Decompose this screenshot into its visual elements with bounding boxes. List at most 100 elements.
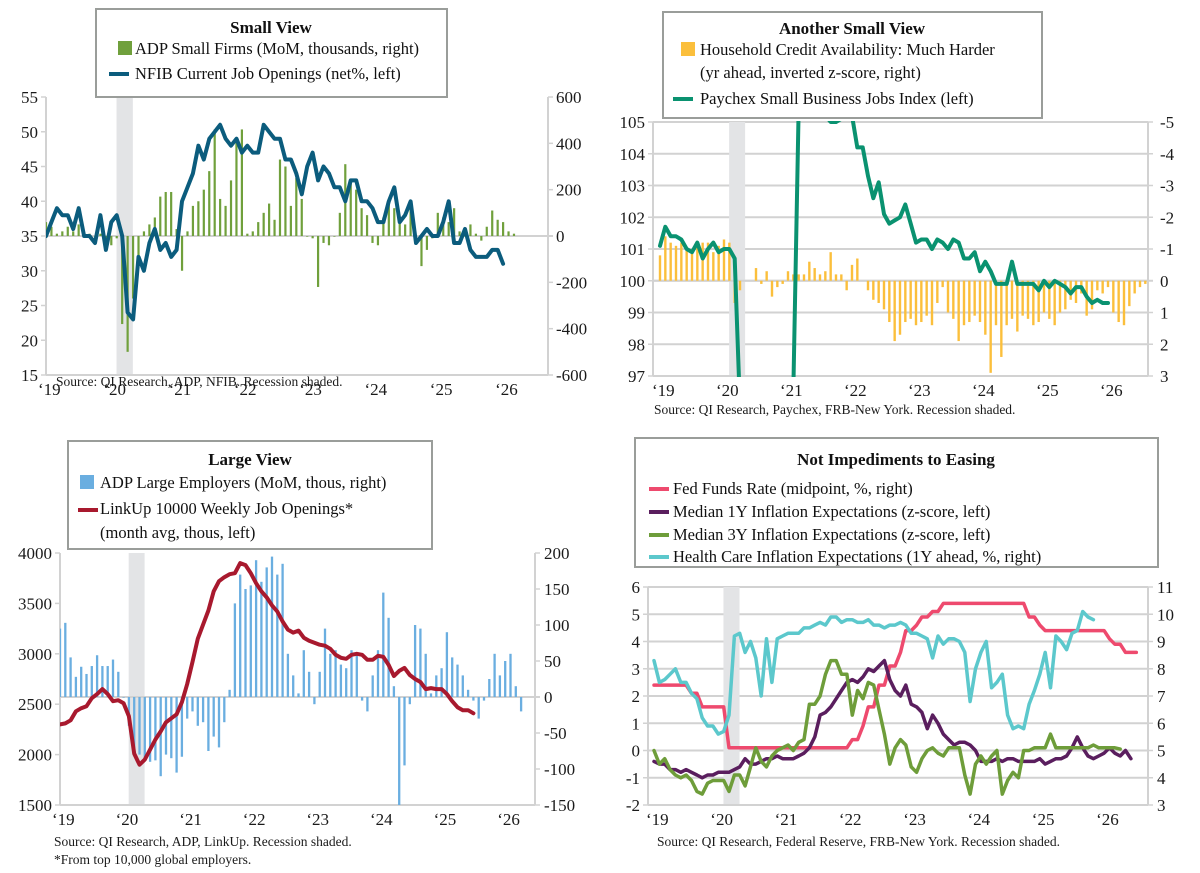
right-tick-label: -200 — [556, 273, 587, 292]
x-tick-label: ‘19 — [652, 381, 675, 400]
x-tick-label: ‘21 — [169, 380, 192, 399]
x-tick-label: ‘19 — [38, 380, 61, 399]
bar — [207, 697, 210, 751]
bar — [170, 697, 173, 759]
bar — [882, 280, 886, 310]
bar — [350, 650, 353, 697]
bar — [802, 274, 806, 281]
bar — [382, 592, 385, 697]
legend-large-view: Large View ADP Large Employers (MoM, tho… — [67, 440, 433, 550]
right-tick-label: 8 — [1157, 660, 1166, 679]
left-tick-label: 2000 — [18, 746, 52, 765]
left-tick-label: 1 — [632, 714, 641, 733]
bar — [131, 236, 135, 299]
bar — [856, 258, 859, 281]
left-tick-label: -1 — [626, 769, 640, 788]
bar — [223, 697, 226, 723]
bar — [1058, 280, 1062, 313]
bar — [712, 252, 715, 281]
bar — [1090, 280, 1094, 310]
bar — [424, 653, 427, 697]
bar — [477, 697, 480, 719]
right-tick-label: 7 — [1157, 687, 1166, 706]
recession-band — [729, 122, 746, 376]
bar — [829, 252, 832, 281]
bar — [1101, 280, 1104, 294]
right-tick-label: 600 — [556, 88, 582, 107]
bar — [85, 673, 88, 697]
bar — [509, 653, 512, 697]
bar — [957, 280, 960, 342]
bar — [968, 280, 971, 323]
right-tick-label: 0 — [544, 688, 553, 707]
right-tick-label: 0 — [1160, 272, 1169, 291]
bar — [366, 697, 369, 712]
bar — [217, 697, 221, 748]
x-tick-label: ‘23 — [299, 380, 322, 399]
bar — [99, 233, 102, 236]
right-tick-label: 2 — [1160, 335, 1169, 354]
bar — [498, 675, 502, 697]
bar — [90, 666, 93, 697]
right-tick-label: -2 — [1160, 208, 1174, 227]
right-tick-label: 11 — [1157, 578, 1173, 597]
bar — [154, 697, 157, 761]
right-tick-label: -600 — [556, 366, 587, 385]
bar — [74, 676, 78, 697]
bar — [488, 679, 491, 697]
x-tick-label: ‘22 — [839, 810, 862, 829]
bar — [64, 622, 67, 697]
left-tick-label: -2 — [626, 796, 640, 815]
bar — [1074, 280, 1078, 303]
bar — [260, 581, 263, 697]
bar — [485, 226, 488, 236]
bar — [101, 666, 104, 697]
bar — [270, 556, 274, 697]
left-tick-label: 3 — [632, 660, 641, 679]
bar — [930, 280, 934, 326]
bar — [95, 655, 99, 697]
left-tick-label: 98 — [628, 335, 645, 354]
left-tick-label: 0 — [632, 742, 641, 761]
right-tick-label: -5 — [1160, 113, 1174, 132]
right-tick-label: -4 — [1160, 145, 1175, 164]
bar — [371, 236, 374, 243]
bar — [456, 664, 459, 697]
left-tick-label: 104 — [620, 145, 646, 164]
legend-label-health: Health Care Inflation Expectations (1Y a… — [673, 547, 1041, 566]
x-tick-label: ‘21 — [775, 810, 798, 829]
bar — [72, 231, 75, 236]
left-tick-label: 105 — [620, 113, 646, 132]
x-tick-label: ‘24 — [968, 810, 991, 829]
bar — [338, 212, 341, 236]
bar — [989, 280, 992, 373]
bar — [257, 222, 260, 236]
bar — [1122, 280, 1126, 326]
legend-label-credit-line1: Household Credit Availability: Much Hard… — [700, 40, 995, 59]
bar — [376, 236, 380, 246]
bar — [398, 697, 401, 805]
bar — [482, 697, 486, 701]
series-line — [652, 601, 1139, 750]
bar — [60, 628, 62, 697]
left-tick-label: 30 — [21, 262, 38, 281]
bar — [728, 242, 731, 281]
x-tick-label: ‘24 — [365, 380, 388, 399]
left-tick-label: 45 — [21, 158, 38, 177]
bar — [122, 697, 125, 698]
left-tick-label: 103 — [620, 177, 646, 196]
left-tick-label: 3500 — [18, 594, 52, 613]
bar — [233, 603, 237, 697]
bar — [387, 201, 390, 236]
legend-label-adp-small: ADP Small Firms (MoM, thousands, right) — [135, 39, 419, 58]
bar — [1155, 281, 1157, 297]
bar — [491, 210, 494, 236]
x-tick-label: ‘26 — [1100, 381, 1123, 400]
bar — [824, 271, 827, 281]
bar — [393, 208, 396, 236]
bar — [690, 249, 694, 281]
right-tick-label: 150 — [544, 580, 570, 599]
x-tick-label: ‘26 — [1096, 810, 1119, 829]
bar — [1117, 280, 1120, 323]
left-tick-label: 102 — [620, 208, 646, 227]
